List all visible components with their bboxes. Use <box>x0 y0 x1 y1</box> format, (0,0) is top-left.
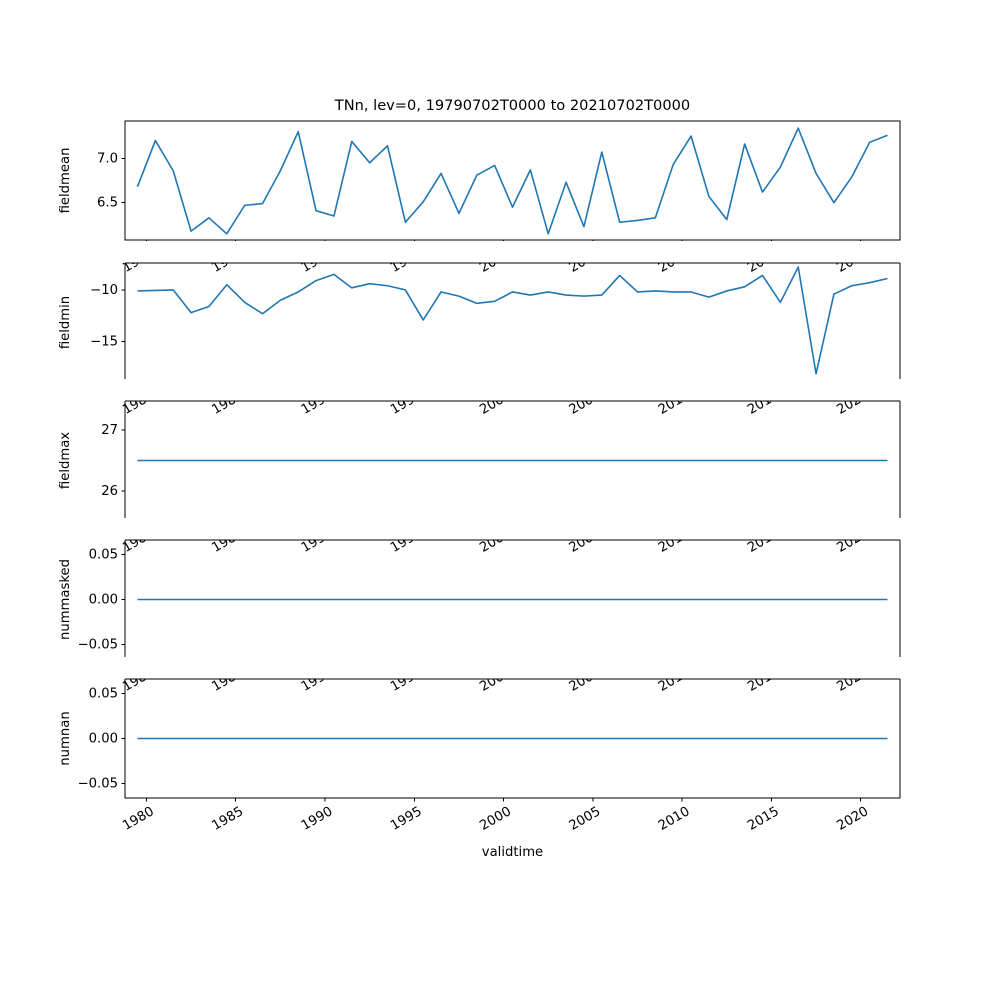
ytick-label: 0.05 <box>89 686 118 701</box>
ytick-label: 6.5 <box>97 196 118 211</box>
yaxis-label-fieldmin: fieldmin <box>58 296 73 349</box>
yaxis-label-fieldmean: fieldmean <box>58 148 73 214</box>
data-line-fieldmin <box>137 266 888 375</box>
xtick-label: 1990 <box>299 804 336 834</box>
xtick-label: 2010 <box>656 804 693 834</box>
data-line-fieldmean <box>136 127 888 235</box>
xtick-label: 1985 <box>210 804 247 834</box>
axes-frame <box>124 120 901 241</box>
label-occluder <box>0 379 1000 401</box>
ytick-label: 0.05 <box>89 547 118 562</box>
xtick-label: 1980 <box>120 804 157 834</box>
panel-5-numnan: −0.05 0.00 0.05 numnan 1980 1985 1990 1995 2000 2… <box>58 678 901 834</box>
ytick-label: 26 <box>101 484 118 499</box>
yaxis-label-nummasked: nummasked <box>58 559 73 640</box>
xtick-label: 2000 <box>477 804 514 834</box>
xtick-label: 1995 <box>388 804 425 834</box>
ytick-label: 27 <box>101 423 118 438</box>
xtick-label: 2015 <box>745 804 782 834</box>
ytick-label: −0.05 <box>78 638 118 653</box>
label-occluder <box>0 518 1000 540</box>
figure-title: TNn, lev=0, 19790702T0000 to 20210702T00… <box>334 97 690 114</box>
ytick-label: 7.0 <box>97 151 118 166</box>
ytick-label: 0.00 <box>89 732 118 747</box>
axes-frame <box>124 262 901 383</box>
ytick-label: −0.05 <box>78 777 118 792</box>
ytick-label: −10 <box>90 283 118 298</box>
yaxis-label-fieldmax: fieldmax <box>58 432 73 489</box>
label-occluder <box>0 657 1000 679</box>
label-occluder <box>0 241 1000 263</box>
yaxis-label-numnan: numnan <box>58 711 73 765</box>
xtick-label: 2005 <box>567 804 604 834</box>
xaxis-label: validtime <box>482 845 543 860</box>
ytick-label: 0.00 <box>89 593 118 608</box>
ytick-label: −15 <box>90 335 118 350</box>
xtick-label: 2020 <box>835 804 872 834</box>
